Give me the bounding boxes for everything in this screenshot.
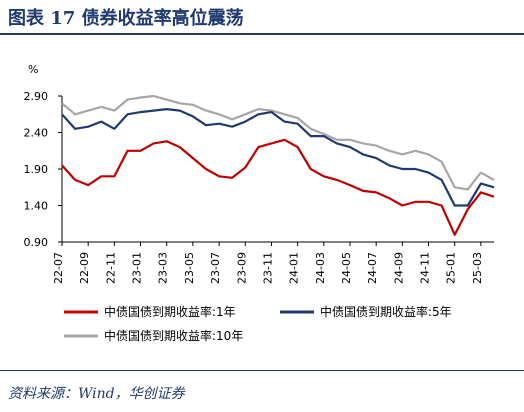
- x-tick-label: 25-01: [445, 252, 458, 284]
- x-tick-label: 25-03: [471, 252, 484, 284]
- x-tick-label: 24-05: [340, 252, 353, 284]
- x-tick-label: 24-11: [419, 252, 432, 284]
- y-tick-labels: 0.90 1.40 1.90 2.40 2.90: [24, 90, 62, 249]
- yield-line-chart: % 0.90 1.40 1.90 2.40 2.90 22-07 22-09 22-11 23…: [24, 63, 495, 343]
- legend-label-1: 中债国债到期收益率:5年: [320, 304, 452, 319]
- x-tick-label: 23-03: [157, 252, 170, 284]
- figure-title: 图表 17 债券收益率高位震荡: [8, 8, 244, 29]
- x-tick-label: 24-01: [288, 252, 301, 284]
- legend-label-0: 中债国债到期收益率:1年: [104, 304, 236, 319]
- y-tick-label: 1.40: [24, 200, 49, 213]
- series-line-0: [61, 138, 495, 236]
- source-divider: [0, 370, 524, 371]
- x-tick-label: 24-09: [392, 252, 405, 284]
- y-tick-label: 0.90: [24, 236, 49, 249]
- series-line-2: [61, 94, 495, 191]
- x-tick-labels: 22-07 22-09 22-11 23-01 23-03 23-05 23-07 23-09…: [52, 242, 484, 284]
- y-axis-unit-label: %: [28, 63, 38, 76]
- x-tick-label: 24-03: [314, 252, 327, 284]
- x-tick-label: 22-11: [104, 252, 117, 284]
- x-tick-label: 23-09: [235, 252, 248, 284]
- x-tick-label: 22-07: [52, 252, 65, 284]
- x-tick-label: 23-11: [261, 252, 274, 284]
- x-tick-label: 23-05: [183, 252, 196, 284]
- x-tick-label: 23-07: [209, 252, 222, 284]
- series-line-1: [61, 107, 495, 207]
- legend-label-2: 中债国债到期收益率:10年: [104, 328, 243, 343]
- source-note: 资料来源：Wind，华创证券: [8, 386, 185, 402]
- figure-header: 图表 17 债券收益率高位震荡: [0, 0, 524, 30]
- chart-area: % 0.90 1.40 1.90 2.40 2.90 22-07 22-09 22-11 23…: [0, 40, 524, 360]
- y-tick-label: 1.90: [24, 163, 49, 176]
- title-divider: [0, 33, 524, 35]
- y-tick-label: 2.40: [24, 127, 49, 140]
- x-tick-label: 23-01: [131, 252, 144, 284]
- y-tick-label: 2.90: [24, 90, 49, 103]
- x-tick-label: 24-07: [366, 252, 379, 284]
- plot-area: [61, 94, 495, 243]
- x-tick-label: 22-09: [78, 252, 91, 284]
